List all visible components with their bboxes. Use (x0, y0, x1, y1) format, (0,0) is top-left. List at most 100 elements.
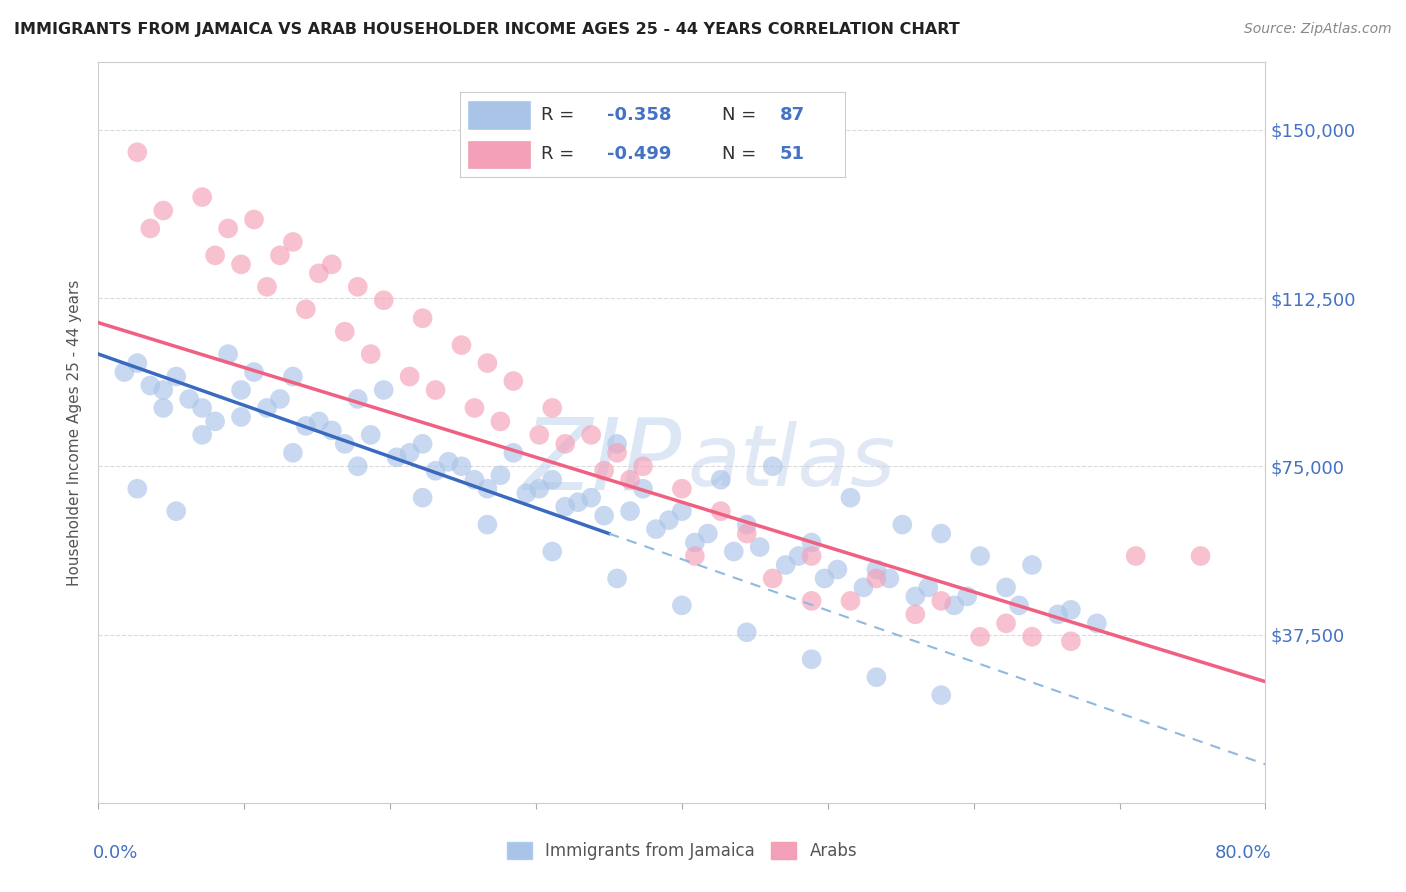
Point (308, 266, 330, 280)
Point (827, 562, 849, 576)
Text: atlas: atlas (688, 421, 896, 504)
Point (1189, 549, 1212, 563)
Point (127, 356, 149, 370)
Point (333, 325, 356, 339)
Point (204, 414, 226, 428)
Point (541, 401, 564, 415)
Point (1085, 616, 1108, 631)
Point (541, 473, 564, 487)
Point (929, 594, 952, 608)
Point (152, 401, 174, 415)
Point (152, 203, 174, 218)
Point (593, 464, 616, 478)
Point (631, 459, 654, 474)
Point (579, 428, 602, 442)
Point (852, 581, 875, 595)
Point (762, 571, 785, 585)
Point (127, 482, 149, 496)
Point (1021, 630, 1043, 644)
Point (450, 459, 472, 474)
Point (800, 594, 823, 608)
Point (839, 594, 862, 608)
Point (800, 549, 823, 563)
Point (412, 491, 434, 505)
Point (373, 293, 395, 308)
Point (787, 549, 810, 563)
Point (515, 486, 537, 500)
Point (619, 504, 641, 518)
Point (606, 446, 628, 460)
Point (1008, 599, 1031, 613)
Point (217, 347, 239, 361)
Point (256, 401, 278, 415)
Point (1060, 634, 1083, 648)
Point (321, 423, 343, 437)
Point (839, 491, 862, 505)
Point (748, 540, 770, 554)
Text: 0.0%: 0.0% (93, 844, 138, 862)
Point (956, 590, 979, 604)
Y-axis label: Householder Income Ages 25 - 44 years: Householder Income Ages 25 - 44 years (67, 279, 83, 586)
Point (477, 517, 499, 532)
Point (904, 607, 927, 622)
Point (775, 558, 797, 572)
Point (295, 418, 318, 433)
Point (969, 549, 991, 563)
Point (696, 526, 718, 541)
Point (929, 526, 952, 541)
Point (735, 625, 758, 640)
Point (529, 428, 551, 442)
Point (710, 504, 733, 518)
Point (281, 235, 304, 249)
Point (943, 599, 966, 613)
Point (554, 437, 576, 451)
Point (502, 446, 524, 460)
Point (412, 311, 434, 326)
Point (969, 630, 991, 644)
Point (437, 455, 460, 469)
Point (735, 517, 758, 532)
Point (179, 392, 201, 406)
Point (412, 437, 434, 451)
Point (529, 482, 551, 496)
Point (165, 504, 187, 518)
Point (579, 491, 602, 505)
Point (800, 652, 823, 666)
Point (346, 459, 368, 474)
Point (865, 562, 887, 576)
Point (631, 482, 654, 496)
Point (593, 508, 616, 523)
Point (567, 495, 589, 509)
Point (281, 446, 304, 460)
Point (1046, 607, 1069, 622)
Point (1021, 558, 1043, 572)
Point (243, 365, 266, 379)
Point (346, 280, 368, 294)
Point (619, 473, 641, 487)
Point (606, 437, 628, 451)
Point (762, 459, 785, 474)
Point (865, 670, 887, 684)
Point (360, 347, 382, 361)
Point (723, 544, 745, 558)
Point (243, 212, 266, 227)
Point (191, 190, 214, 204)
Point (127, 145, 149, 160)
Point (308, 414, 330, 428)
Point (360, 428, 382, 442)
Point (929, 688, 952, 702)
Point (269, 248, 291, 262)
Point (891, 517, 914, 532)
Point (450, 338, 472, 352)
Point (671, 482, 693, 496)
Point (112, 365, 135, 379)
Point (645, 522, 668, 536)
Point (333, 437, 356, 451)
Point (139, 378, 162, 392)
Point (683, 549, 706, 563)
Point (865, 571, 887, 585)
Point (658, 513, 681, 527)
Point (800, 535, 823, 549)
Point (425, 464, 447, 478)
Point (165, 369, 187, 384)
